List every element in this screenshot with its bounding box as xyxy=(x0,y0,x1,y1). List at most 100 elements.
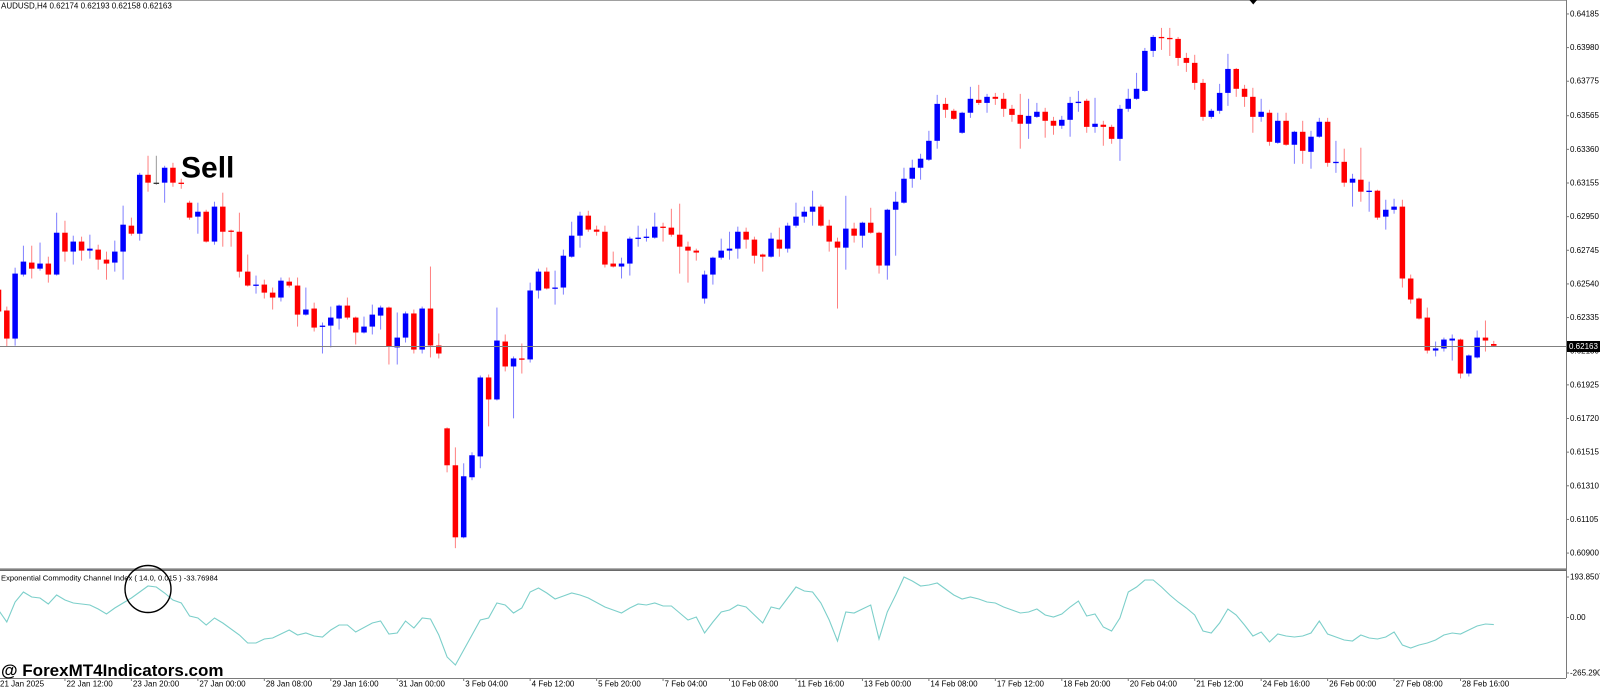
candle-body xyxy=(693,250,700,253)
candle-body xyxy=(1059,119,1065,126)
price-tick-label: 0.60900 xyxy=(1570,549,1599,558)
candle xyxy=(1108,124,1115,144)
price-tick-label: 0.64185 xyxy=(1570,9,1599,18)
candle xyxy=(1100,120,1107,146)
candle xyxy=(344,297,351,320)
candle xyxy=(303,287,309,316)
candle-body xyxy=(627,238,633,264)
candle xyxy=(635,225,641,247)
candle-body xyxy=(1349,178,1356,183)
candle-body xyxy=(452,465,459,538)
candle xyxy=(1416,297,1422,320)
candle xyxy=(652,212,658,239)
candle-body xyxy=(535,271,542,291)
candle-body xyxy=(643,236,650,238)
indicator-panel-background[interactable] xyxy=(0,571,1566,678)
main-price-panel[interactable]: AUDUSD,H4 0.62174 0.62193 0.62158 0.6216… xyxy=(0,0,1566,569)
time-tick-label: 31 Jan 00:00 xyxy=(399,680,446,688)
time-tick-label: 27 Jan 00:00 xyxy=(199,680,246,688)
candle xyxy=(1358,147,1364,202)
candle-body xyxy=(145,174,151,183)
candle xyxy=(892,191,899,256)
candle-body xyxy=(411,313,417,350)
candle xyxy=(1491,340,1497,347)
candle xyxy=(12,267,18,346)
candle-body xyxy=(1441,339,1447,349)
candle-body xyxy=(62,232,68,252)
candle-body xyxy=(344,305,351,318)
candle-body xyxy=(253,284,259,286)
candle-body xyxy=(1474,337,1480,358)
candle xyxy=(602,225,608,268)
price-tick-label: 0.63980 xyxy=(1570,43,1599,52)
candle xyxy=(552,270,558,305)
main-panel-background[interactable] xyxy=(0,0,1566,569)
cci-line xyxy=(0,576,1494,666)
candle-body xyxy=(1225,68,1231,93)
candle xyxy=(1092,97,1098,133)
candle-body xyxy=(818,206,824,226)
watermark: @ ForexMT4Indicators.com xyxy=(1,661,224,680)
candle xyxy=(627,236,633,276)
candle-body xyxy=(544,271,550,289)
candle-body xyxy=(568,235,575,257)
candle-body xyxy=(1341,161,1347,183)
candle-body xyxy=(1175,38,1181,58)
candle-body xyxy=(610,263,616,267)
candle-body xyxy=(502,341,508,367)
candlestick-series xyxy=(0,27,1497,549)
candle-body xyxy=(1000,98,1007,109)
time-axis[interactable]: 21 Jan 2025 22 Jan 12:00 23 Jan 20:00 27 Ja… xyxy=(0,678,1566,688)
candle-body xyxy=(186,202,193,218)
indicator-title: Exponential Commodity Channel Index ( 14… xyxy=(1,574,218,583)
candle-body xyxy=(1324,121,1331,163)
candle-body xyxy=(1407,278,1414,300)
candle-body xyxy=(178,182,185,184)
candle-body xyxy=(967,98,974,113)
price-tick-label: 0.61105 xyxy=(1570,515,1599,524)
candle xyxy=(519,343,525,374)
candle-body xyxy=(593,229,600,232)
candle-body xyxy=(1092,123,1098,127)
candle-body xyxy=(1283,120,1289,145)
candle-body xyxy=(1391,206,1397,210)
time-tick-label: 11 Feb 16:00 xyxy=(797,680,844,688)
candle-body xyxy=(1299,131,1306,151)
candle-body xyxy=(20,261,27,275)
chart-shift-marker-icon[interactable] xyxy=(1249,0,1258,5)
candle-body xyxy=(236,231,243,272)
cci-indicator-panel[interactable]: Exponential Commodity Channel Index ( 14… xyxy=(0,564,1566,679)
candle xyxy=(1009,104,1015,122)
candle-body xyxy=(519,358,525,360)
candle xyxy=(1449,334,1455,361)
candle-body xyxy=(1291,131,1298,145)
candle xyxy=(244,254,251,287)
candle xyxy=(1042,107,1048,138)
candle-body xyxy=(261,284,268,293)
time-axis-labels: 21 Jan 2025 22 Jan 12:00 23 Jan 20:00 27 Ja… xyxy=(0,678,1510,688)
candle-body xyxy=(336,305,342,319)
candle-body xyxy=(369,314,376,327)
candle xyxy=(386,306,392,365)
candle xyxy=(959,111,965,134)
time-tick-label: 20 Feb 04:00 xyxy=(1130,680,1178,688)
indicator-tick-label: -265.290 xyxy=(1570,669,1600,678)
candle xyxy=(926,130,932,161)
candle-body xyxy=(652,226,658,238)
candle xyxy=(78,236,85,261)
candle xyxy=(818,204,824,227)
candle-body xyxy=(1250,96,1256,117)
panel-separator[interactable] xyxy=(0,569,1566,571)
price-tick-label: 0.61515 xyxy=(1570,448,1599,457)
candle-body xyxy=(228,230,234,232)
panel-separator-light xyxy=(0,568,1566,570)
time-tick-label: 5 Feb 20:00 xyxy=(598,680,641,688)
candle-body xyxy=(485,377,492,400)
candle-body xyxy=(1399,206,1406,279)
candle xyxy=(1391,198,1397,214)
time-tick-label: 22 Jan 12:00 xyxy=(66,680,113,688)
candle-body xyxy=(718,250,724,258)
candle xyxy=(203,209,209,243)
price-tick-label: 0.62745 xyxy=(1570,246,1599,255)
